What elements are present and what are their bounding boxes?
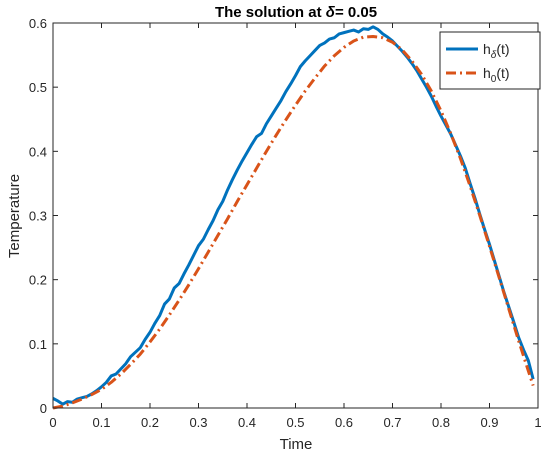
x-axis-label: Time — [280, 436, 313, 453]
series-line-h-zero — [52, 34, 535, 410]
y-tick-label: 0.4 — [29, 144, 47, 159]
x-tick-label: 0.2 — [141, 415, 159, 430]
legend-label-h-zero: h0(t) — [483, 65, 510, 85]
legend: hδ(t) h0(t) — [439, 31, 541, 90]
y-tick-label: 0.2 — [29, 273, 47, 288]
x-tick-label: 1 — [534, 415, 541, 430]
legend-box — [439, 31, 541, 90]
x-tick-label: 0.3 — [189, 415, 207, 430]
y-axis: 0 0.1 0.2 0.3 0.4 0.5 0.6 — [29, 16, 538, 416]
x-tick-label: 0.7 — [383, 415, 401, 430]
y-tick-label: 0.5 — [29, 80, 47, 95]
x-tick-label: 0 — [49, 415, 56, 430]
y-tick-label: 0.1 — [29, 337, 47, 352]
x-tick-label: 0.6 — [335, 415, 353, 430]
x-axis: 0 0.1 0.2 0.3 0.4 0.5 0.6 0.7 0.8 0.9 1 — [49, 23, 542, 430]
chart-title: The solution at δ= 0.05 — [215, 4, 377, 21]
x-tick-label: 0.4 — [238, 415, 256, 430]
x-tick-label: 0.8 — [432, 415, 450, 430]
y-tick-label: 0.6 — [29, 16, 47, 31]
y-axis-label: Temperature — [6, 174, 23, 258]
y-tick-label: 0.3 — [29, 209, 47, 224]
legend-label-h-delta: hδ(t) — [483, 41, 510, 61]
x-tick-label: 0.1 — [92, 415, 110, 430]
x-tick-label: 0.9 — [480, 415, 498, 430]
y-tick-label: 0 — [40, 401, 47, 416]
x-tick-label: 0.5 — [286, 415, 304, 430]
